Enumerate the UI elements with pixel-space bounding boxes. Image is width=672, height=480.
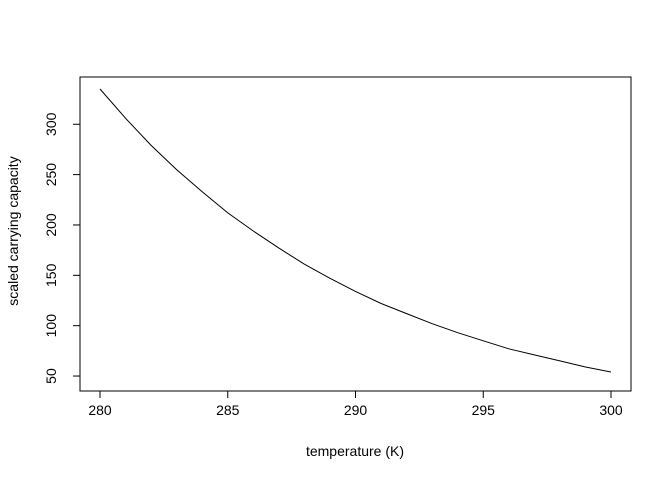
y-tick-label: 200 <box>43 213 59 237</box>
x-tick-label: 300 <box>599 402 623 418</box>
y-axis-label: scaled carrying capacity <box>5 156 21 305</box>
x-tick-label: 280 <box>88 402 112 418</box>
y-tick-label: 150 <box>43 263 59 287</box>
y-tick-label: 250 <box>43 163 59 187</box>
plot-box <box>79 76 632 392</box>
y-tick-label: 100 <box>43 314 59 338</box>
x-tick-label: 290 <box>344 402 368 418</box>
y-axis: 50 100 150 200 250 300 <box>43 112 81 384</box>
series-line-1 <box>99 88 612 373</box>
series-layer <box>99 88 612 373</box>
y-tick-label: 300 <box>43 112 59 136</box>
y-tick-label: 50 <box>43 368 59 384</box>
x-axis: 280 285 290 295 300 <box>88 390 623 418</box>
x-axis-label: temperature (K) <box>306 443 404 459</box>
x-tick-label: 285 <box>216 402 240 418</box>
x-tick-label: 295 <box>472 402 496 418</box>
